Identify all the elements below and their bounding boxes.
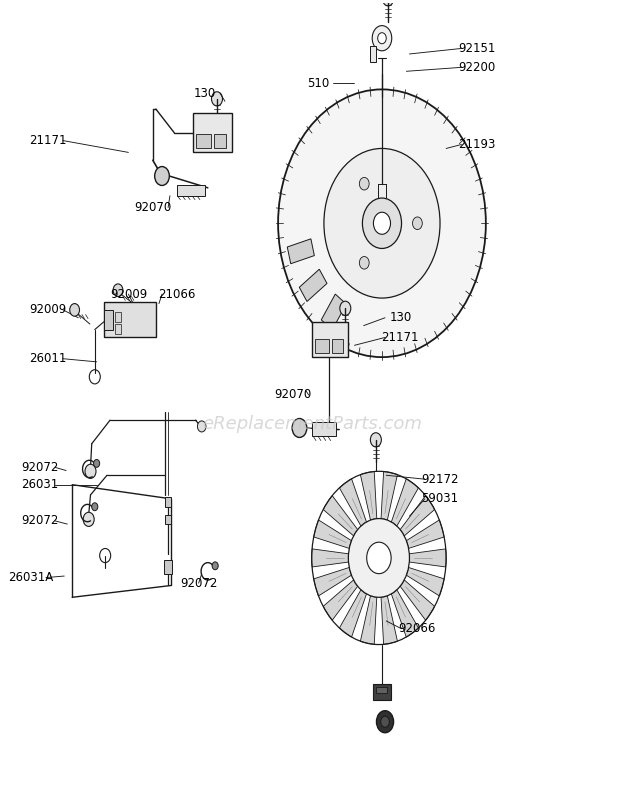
Circle shape [372,25,392,51]
Text: 92009: 92009 [29,304,66,316]
Text: 92172: 92172 [421,473,459,485]
Bar [332,339,343,353]
Text: 92072: 92072 [21,515,58,527]
Circle shape [92,503,98,511]
Circle shape [412,217,422,229]
Wedge shape [339,590,366,637]
Wedge shape [323,496,358,536]
Circle shape [370,433,381,447]
Bar [193,113,232,152]
Bar [312,322,348,357]
Wedge shape [409,549,446,567]
Wedge shape [314,568,352,596]
Bar [214,134,226,148]
Circle shape [373,213,391,234]
Wedge shape [339,479,366,526]
Circle shape [292,419,307,438]
Text: 92070: 92070 [134,201,172,214]
Text: 92072: 92072 [21,461,58,474]
Circle shape [381,716,389,727]
Circle shape [376,711,394,733]
Text: 59031: 59031 [422,492,459,505]
Wedge shape [314,520,352,549]
Bar [299,270,327,301]
Circle shape [366,542,391,573]
Bar [370,46,376,62]
Circle shape [348,519,409,597]
Text: 130: 130 [389,312,412,324]
Bar [177,186,205,196]
Text: 92070: 92070 [275,389,312,401]
Bar [104,302,156,338]
Text: 130: 130 [193,87,216,100]
Bar [312,422,336,436]
Text: 92066: 92066 [398,623,435,635]
Wedge shape [360,596,377,645]
Wedge shape [381,596,397,645]
Wedge shape [360,472,377,520]
Wedge shape [391,479,419,526]
Text: 26031: 26031 [21,478,58,491]
Circle shape [211,92,223,106]
Wedge shape [406,520,444,549]
Text: 26011: 26011 [29,352,66,366]
Text: 92072: 92072 [180,577,218,590]
Text: 21171: 21171 [29,134,66,147]
Circle shape [85,464,96,478]
Bar [104,310,113,330]
Bar [373,684,391,699]
Circle shape [69,304,79,316]
Circle shape [154,167,169,186]
Circle shape [383,0,394,6]
Bar [165,497,171,507]
Text: 26031A: 26031A [8,571,53,584]
Circle shape [360,178,369,190]
Circle shape [383,0,394,2]
Bar [376,687,388,693]
Circle shape [197,421,206,432]
Circle shape [363,198,402,248]
Circle shape [360,256,369,269]
Circle shape [378,33,386,44]
Wedge shape [400,496,435,536]
Circle shape [278,90,486,357]
Bar [115,312,121,322]
Circle shape [324,148,440,298]
Circle shape [113,284,123,297]
Wedge shape [381,472,397,520]
Text: 21066: 21066 [159,288,196,301]
Circle shape [212,562,218,569]
Wedge shape [400,580,435,620]
Wedge shape [406,568,444,596]
Bar [164,561,172,574]
Wedge shape [312,549,348,567]
Circle shape [83,512,94,527]
Bar [315,339,329,353]
Wedge shape [323,580,358,620]
Text: 21193: 21193 [458,138,495,151]
Bar [165,515,171,524]
Text: 510: 510 [307,77,329,90]
Text: 21171: 21171 [381,331,419,344]
Text: eReplacementParts.com: eReplacementParts.com [202,415,422,433]
Text: 92200: 92200 [458,61,495,74]
Circle shape [340,301,351,316]
Bar [115,324,121,334]
Bar [287,239,314,264]
Bar [195,134,211,148]
Bar [321,294,347,330]
Text: 92009: 92009 [110,288,147,301]
Circle shape [94,459,100,467]
Wedge shape [391,590,419,637]
Text: 92151: 92151 [458,42,495,55]
